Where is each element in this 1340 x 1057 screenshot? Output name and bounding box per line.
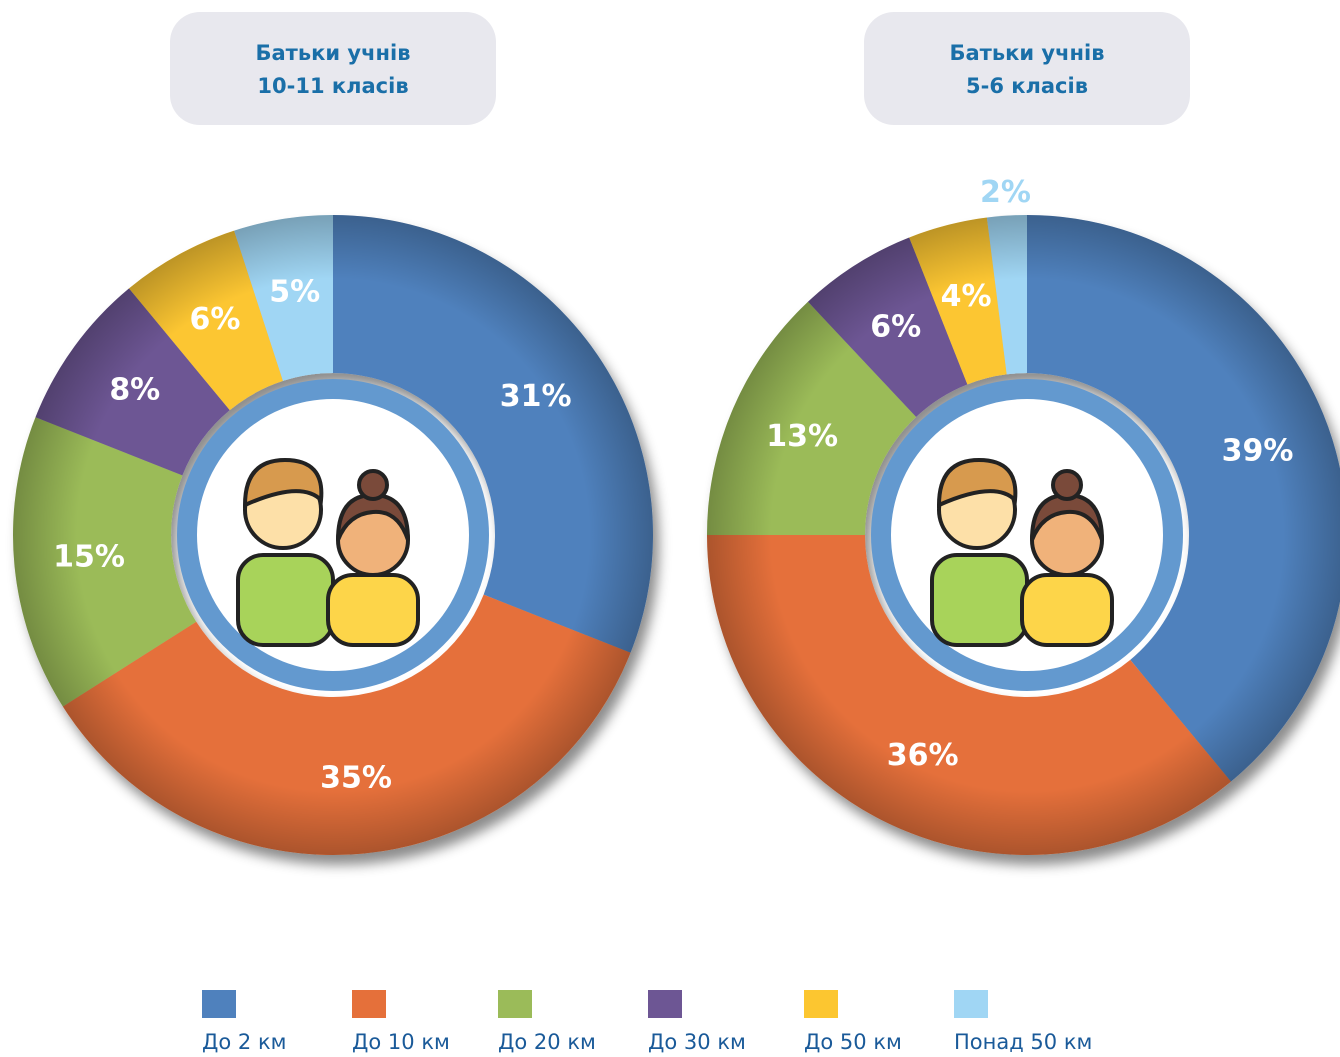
value-label: 13% xyxy=(766,419,838,454)
value-label: 6% xyxy=(190,302,241,337)
legend-swatch xyxy=(202,990,236,1018)
value-label: 36% xyxy=(887,738,959,773)
legend-label: До 2 км xyxy=(202,1030,287,1054)
value-label: 5% xyxy=(269,275,320,310)
legend-label: До 20 км xyxy=(498,1030,596,1054)
title-box xyxy=(170,12,496,125)
chart-title: Батьки учнів xyxy=(255,41,410,65)
value-label: 2% xyxy=(980,175,1031,210)
value-label: 4% xyxy=(941,279,992,314)
value-label: 31% xyxy=(500,379,572,414)
legend-label: Понад 50 км xyxy=(954,1030,1092,1054)
legend-label: До 50 км xyxy=(804,1030,902,1054)
legend-swatch xyxy=(648,990,682,1018)
value-label: 35% xyxy=(320,760,392,795)
legend-swatch xyxy=(352,990,386,1018)
value-label: 8% xyxy=(109,372,160,407)
chart-title: 10-11 класів xyxy=(257,74,408,98)
chart-title: Батьки учнів xyxy=(949,41,1104,65)
legend-swatch xyxy=(498,990,532,1018)
title-box xyxy=(864,12,1190,125)
chart-title: 5-6 класів xyxy=(966,74,1088,98)
legend-label: До 30 км xyxy=(648,1030,746,1054)
legend-label: До 10 км xyxy=(352,1030,450,1054)
legend-swatch xyxy=(954,990,988,1018)
value-label: 6% xyxy=(870,310,921,345)
value-label: 15% xyxy=(53,540,125,575)
value-label: 39% xyxy=(1222,434,1294,469)
legend-swatch xyxy=(804,990,838,1018)
